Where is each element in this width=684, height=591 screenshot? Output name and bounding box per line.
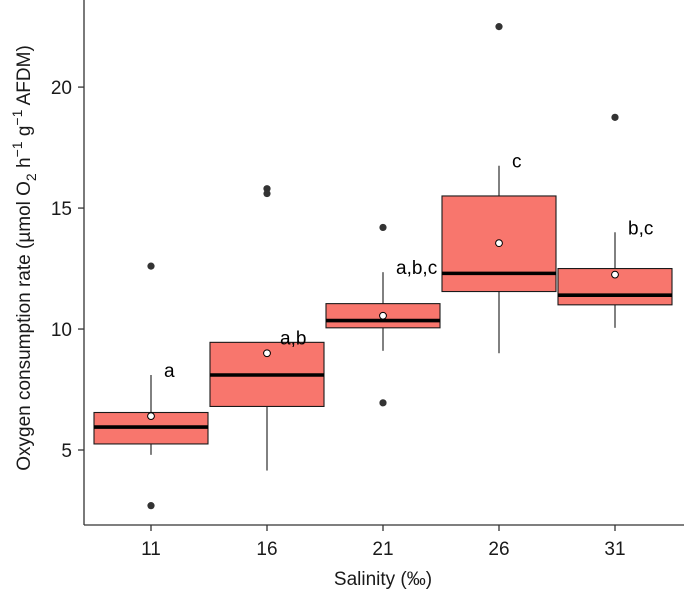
y-tick-label: 10	[51, 320, 72, 341]
outlier-point	[611, 113, 619, 121]
significance-label: a,b,c	[396, 258, 437, 279]
axes	[83, 0, 684, 526]
y-tick-label: 15	[51, 199, 72, 220]
significance-label: a,b	[280, 328, 306, 349]
mean-point	[263, 349, 271, 358]
x-axis-ticks: 11 16 21 26 31	[141, 525, 626, 560]
outlier-point	[147, 502, 155, 510]
outlier-point	[379, 399, 387, 407]
x-tick-label: 11	[141, 539, 161, 560]
outlier-point	[379, 223, 387, 232]
outlier-point	[147, 262, 155, 270]
mean-point	[611, 270, 619, 279]
y-tick-label: 5	[61, 441, 72, 462]
outlier-point	[495, 23, 503, 31]
significance-label: c	[512, 152, 522, 173]
x-tick-label: 21	[372, 539, 393, 560]
x-tick-label: 26	[488, 539, 509, 560]
mean-point	[147, 412, 155, 421]
y-axis-title: Oxygen consumption rate (µmol O2 h−1 g−1…	[9, 45, 39, 471]
box-group: a,b,c	[325, 223, 441, 407]
mean-point	[379, 311, 387, 320]
mean-point	[495, 239, 503, 248]
box-group: c	[441, 23, 557, 354]
box-plots: a a,b a,b,c c b,c	[93, 23, 673, 510]
x-axis-title: Salinity (‰)	[334, 569, 432, 590]
y-tick-label: 20	[51, 78, 72, 99]
box-group: a,b	[209, 185, 325, 471]
x-tick-label: 31	[604, 539, 625, 560]
outlier-point	[263, 189, 271, 198]
x-tick-label: 16	[256, 539, 277, 560]
box-group: b,c	[557, 113, 673, 328]
y-axis-ticks: 5 10 15 20	[51, 78, 84, 462]
significance-label: b,c	[628, 218, 653, 239]
box-group: a	[93, 262, 209, 510]
significance-label: a	[164, 361, 175, 382]
box-iqr	[557, 267, 673, 306]
